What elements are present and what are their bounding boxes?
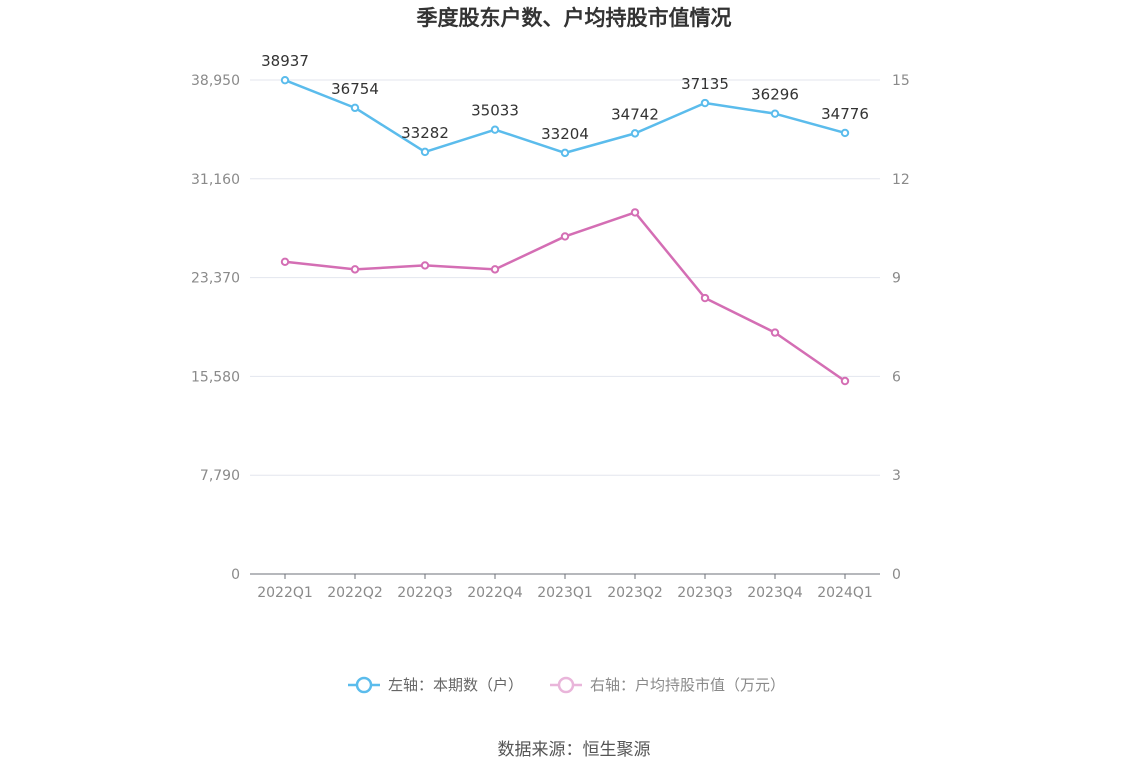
right-tick-label: 6 (892, 369, 901, 385)
chart-title: 季度股东户数、户均持股市值情况 (417, 6, 732, 30)
legend-marker (557, 676, 575, 694)
data-label: 36754 (331, 80, 379, 98)
legend-item-left[interactable]: 左轴：本期数（户） (348, 676, 523, 694)
left-tick-label: 15,580 (191, 369, 240, 385)
data-label: 33282 (401, 124, 449, 142)
data-point-left (280, 75, 290, 85)
data-label: 35033 (471, 102, 519, 120)
left-tick-label: 38,950 (191, 73, 240, 89)
grid-lines (250, 79, 880, 476)
x-tick-label: 2022Q4 (467, 585, 523, 601)
data-point-left (770, 109, 780, 118)
left-tick-label: 23,370 (191, 271, 240, 287)
data-point-left (490, 125, 500, 134)
legend-marker (355, 676, 373, 694)
series-layer: 38937 36754 33282 35033 33204 34742 37135 36296… (261, 52, 869, 386)
right-tick-label: 12 (892, 172, 910, 188)
data-point-left (630, 129, 640, 138)
left-tick-label: 31,160 (191, 172, 240, 188)
data-point-right (630, 208, 640, 217)
legend-label: 右轴：户均持股市值（万元） (590, 676, 785, 694)
x-tick-label: 2023Q1 (537, 585, 593, 601)
legend-item-right[interactable]: 右轴：户均持股市值（万元） (550, 676, 785, 694)
data-label: 37135 (681, 75, 729, 93)
data-point-right (770, 328, 780, 337)
x-tick-label: 2024Q1 (817, 585, 873, 601)
right-tick-label: 0 (892, 567, 901, 583)
data-label: 33204 (541, 125, 589, 143)
legend[interactable]: 左轴：本期数（户） 右轴：户均持股市值（万元） (348, 676, 785, 694)
x-tick-label: 2023Q3 (677, 585, 733, 601)
right-axis: 0 3 6 9 12 15 (892, 73, 910, 583)
x-axis: 2022Q1 2022Q2 2022Q3 2022Q4 2023Q1 2023Q2 2023… (250, 573, 880, 601)
data-point-left (840, 128, 850, 138)
data-point-left (560, 148, 570, 158)
x-tick-label: 2022Q1 (257, 585, 313, 601)
right-tick-label: 15 (892, 73, 910, 89)
data-point-right (840, 376, 850, 386)
left-axis: 0 7,790 15,580 23,370 31,160 38,950 (191, 73, 240, 583)
data-point-right (490, 265, 500, 274)
data-point-right (700, 293, 710, 303)
x-tick-label: 2022Q2 (327, 585, 383, 601)
data-point-left (700, 98, 710, 108)
data-label: 34742 (611, 105, 659, 123)
data-label: 36296 (751, 86, 799, 104)
data-point-left (420, 147, 430, 157)
x-tick-label: 2022Q3 (397, 585, 453, 601)
data-point-right (420, 261, 430, 270)
x-tick-label: 2023Q4 (747, 585, 803, 601)
data-point-left (350, 103, 360, 113)
left-tick-label: 7,790 (200, 468, 240, 484)
data-label: 38937 (261, 52, 309, 70)
legend-label: 左轴：本期数（户） (388, 676, 523, 694)
data-point-right (350, 265, 360, 274)
source-note: 数据来源：恒生聚源 (498, 740, 651, 760)
left-tick-label: 0 (231, 567, 240, 583)
data-point-right (280, 257, 290, 266)
right-tick-label: 9 (892, 271, 901, 287)
data-point-right (560, 232, 570, 241)
data-label: 34776 (821, 105, 869, 123)
x-tick-label: 2023Q2 (607, 585, 663, 601)
right-tick-label: 3 (892, 468, 901, 484)
